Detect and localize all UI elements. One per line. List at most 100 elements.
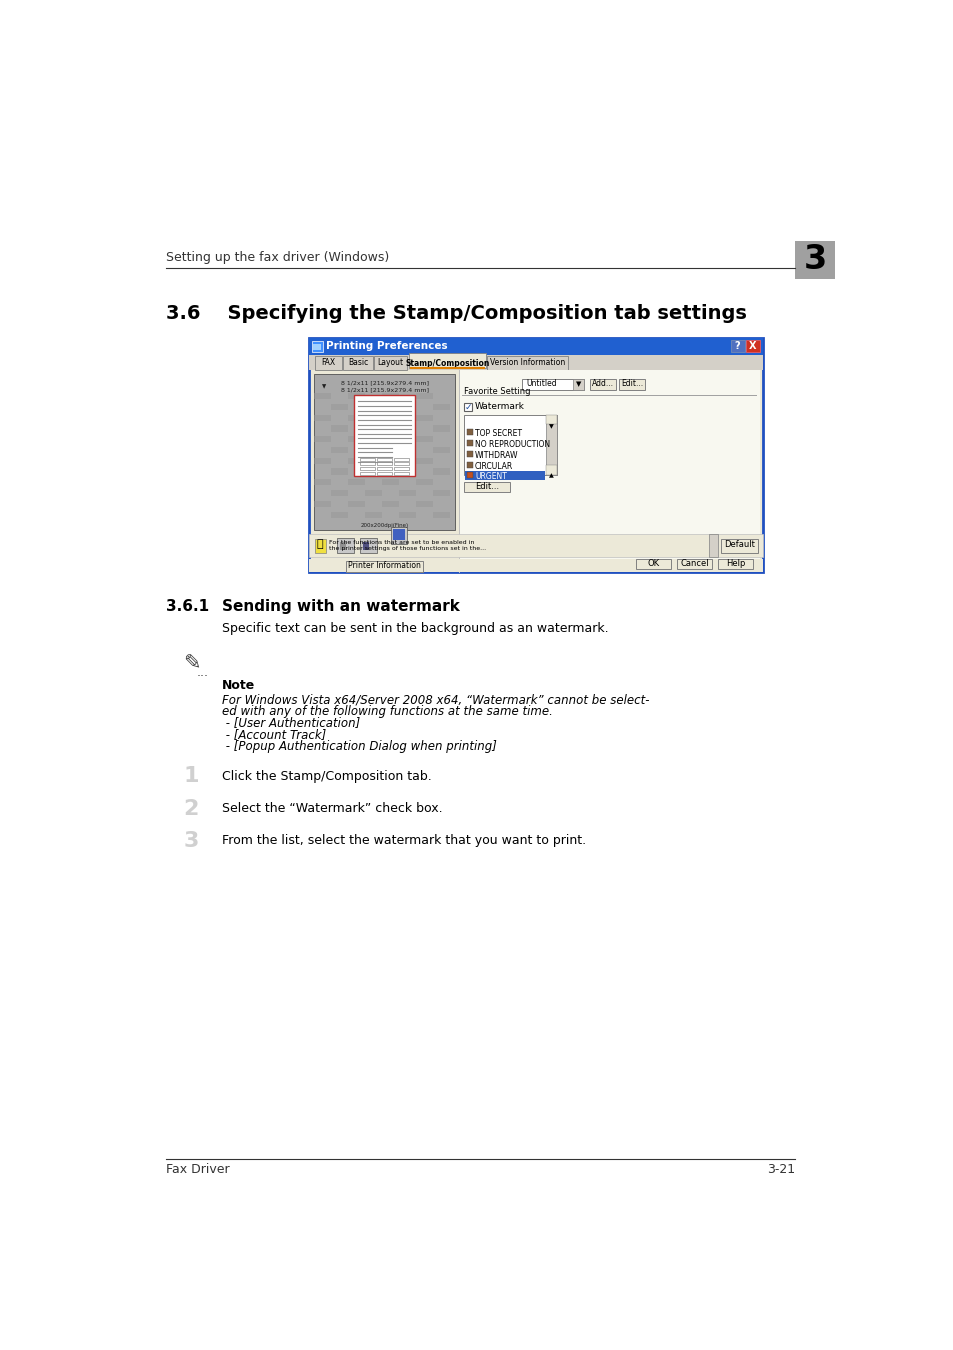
Bar <box>376 458 392 460</box>
Text: CIRCULAR: CIRCULAR <box>475 462 513 471</box>
Text: ▼: ▼ <box>321 385 326 390</box>
Text: ✓: ✓ <box>464 404 472 412</box>
Bar <box>331 490 348 497</box>
Bar <box>717 559 752 570</box>
Bar <box>309 355 762 370</box>
Text: 2: 2 <box>183 799 198 819</box>
Bar <box>314 436 331 443</box>
Text: Note: Note <box>221 679 254 693</box>
Bar <box>348 414 365 421</box>
Text: Watermark: Watermark <box>474 402 523 412</box>
Bar <box>348 479 365 486</box>
Text: ▲: ▲ <box>548 472 553 478</box>
Bar <box>464 471 544 481</box>
Bar <box>398 404 416 410</box>
Bar <box>545 414 557 424</box>
Bar <box>589 379 616 390</box>
Bar <box>394 471 409 475</box>
Bar <box>354 396 415 477</box>
Bar <box>433 404 449 410</box>
Bar <box>348 393 365 400</box>
Bar <box>309 338 762 572</box>
Bar <box>365 490 381 497</box>
Bar <box>331 512 348 518</box>
Bar <box>572 379 583 390</box>
Text: ed with any of the following functions at the same time.: ed with any of the following functions a… <box>221 705 552 718</box>
Bar <box>398 490 416 497</box>
Bar <box>365 404 381 410</box>
Bar <box>416 436 433 443</box>
Bar <box>359 458 375 460</box>
Text: ✎: ✎ <box>183 653 200 674</box>
Bar <box>433 468 449 475</box>
Bar <box>314 356 341 370</box>
Bar <box>359 467 375 470</box>
Text: 8 1/2x11 [215.9x279.4 mm]: 8 1/2x11 [215.9x279.4 mm] <box>340 379 428 385</box>
Bar <box>312 342 322 352</box>
Bar <box>464 482 510 491</box>
Bar <box>331 404 348 410</box>
Bar <box>348 436 365 443</box>
Bar <box>521 379 583 390</box>
Bar <box>309 559 762 572</box>
Text: 3.6    Specifying the Stamp/Composition tab settings: 3.6 Specifying the Stamp/Composition tab… <box>166 305 745 324</box>
Bar <box>460 370 760 572</box>
Bar <box>416 414 433 421</box>
Bar <box>416 393 433 400</box>
Bar <box>362 543 369 549</box>
Bar <box>381 458 398 464</box>
Bar <box>314 458 331 464</box>
Bar <box>376 467 392 470</box>
Bar <box>618 379 644 390</box>
Bar <box>314 539 325 553</box>
Text: OK: OK <box>647 559 659 568</box>
Bar <box>466 472 473 478</box>
Text: 3: 3 <box>183 832 198 850</box>
Bar <box>720 539 757 553</box>
Text: 3-21: 3-21 <box>766 1162 795 1176</box>
Text: Select the “Watermark” check box.: Select the “Watermark” check box. <box>221 802 442 815</box>
Bar <box>343 356 373 370</box>
Bar <box>331 468 348 475</box>
Bar <box>374 356 407 370</box>
Bar <box>314 374 455 531</box>
Bar <box>309 338 762 355</box>
Bar <box>394 458 409 460</box>
Text: Edit...: Edit... <box>620 379 642 389</box>
Bar <box>376 471 392 475</box>
Bar <box>348 458 365 464</box>
Bar <box>359 462 375 466</box>
Bar <box>487 356 568 370</box>
Bar <box>376 462 392 466</box>
Text: 💡: 💡 <box>316 539 323 549</box>
Bar <box>309 533 762 558</box>
Text: - [User Authentication]: - [User Authentication] <box>221 717 359 729</box>
Bar <box>708 533 718 558</box>
Text: 1: 1 <box>183 767 198 787</box>
Bar <box>331 447 348 454</box>
Bar <box>348 501 365 508</box>
Text: Add...: Add... <box>591 379 613 389</box>
Text: 200x200dpi(Fine): 200x200dpi(Fine) <box>360 522 408 528</box>
Bar <box>409 352 485 369</box>
Text: ▼: ▼ <box>575 382 580 387</box>
Bar <box>433 447 449 454</box>
Text: 3: 3 <box>803 243 826 277</box>
Bar <box>314 479 331 486</box>
Text: TOP SECRET: TOP SECRET <box>475 429 521 439</box>
Text: For Windows Vista x64/Server 2008 x64, “Watermark” cannot be select-: For Windows Vista x64/Server 2008 x64, “… <box>221 694 649 706</box>
Bar <box>381 414 398 421</box>
Bar <box>416 501 433 508</box>
Text: Untitled: Untitled <box>525 379 556 389</box>
Text: ?: ? <box>734 340 740 351</box>
Text: - [Account Track]: - [Account Track] <box>221 728 326 741</box>
Bar <box>466 462 473 467</box>
Text: Sending with an watermark: Sending with an watermark <box>221 599 459 614</box>
Text: NO REPRODUCTION: NO REPRODUCTION <box>475 440 550 450</box>
Bar <box>365 447 381 454</box>
Bar <box>464 404 472 410</box>
Text: Default: Default <box>723 540 754 549</box>
Bar <box>398 425 416 432</box>
Bar <box>314 501 331 508</box>
Text: Help: Help <box>725 559 744 568</box>
